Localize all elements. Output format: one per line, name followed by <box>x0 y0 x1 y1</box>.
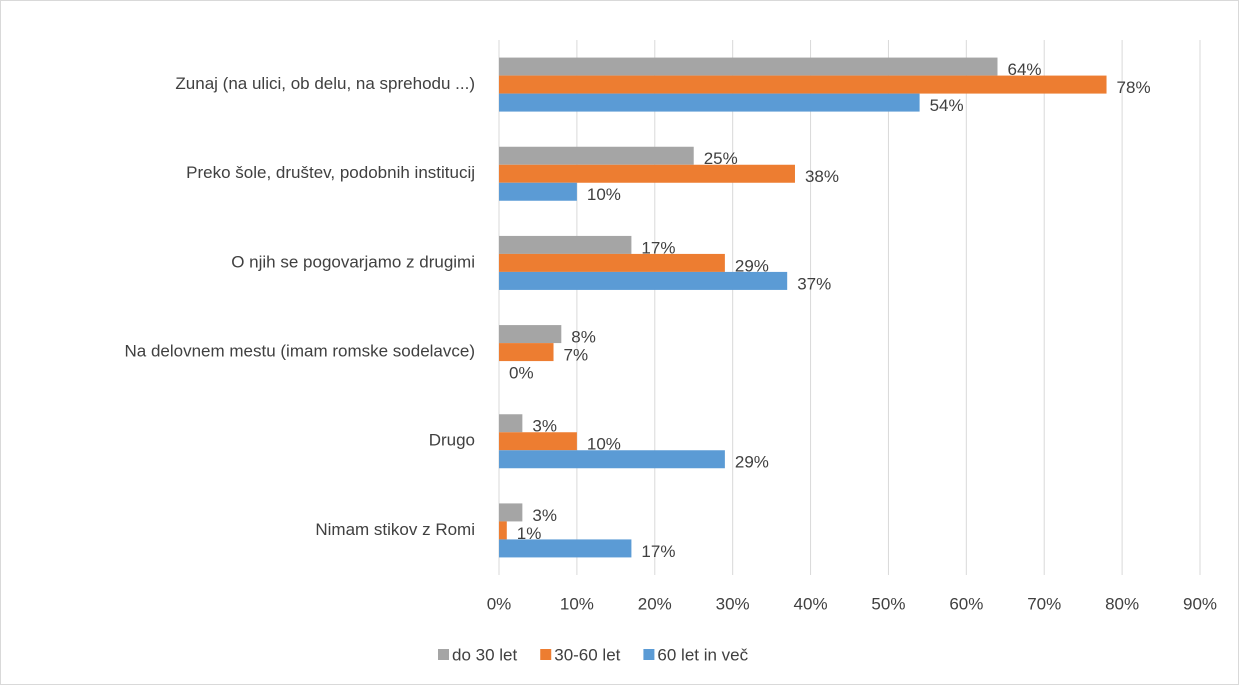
value-label: 8% <box>571 328 596 347</box>
legend-label: 60 let in več <box>657 645 748 664</box>
value-label: 29% <box>735 256 769 275</box>
x-tick-label: 60% <box>949 594 983 613</box>
bar <box>499 75 1107 94</box>
bar <box>499 146 694 165</box>
value-label: 29% <box>735 453 769 472</box>
bar <box>499 93 920 112</box>
bar <box>499 57 998 76</box>
x-tick-label: 30% <box>716 594 750 613</box>
value-label: 25% <box>704 149 738 168</box>
value-label: 64% <box>1007 60 1041 79</box>
y-tick-label: Zunaj (na ulici, ob delu, na sprehodu ..… <box>175 74 475 93</box>
value-label: 78% <box>1117 78 1151 97</box>
x-tick-label: 80% <box>1105 594 1139 613</box>
value-label: 7% <box>564 346 589 365</box>
bar <box>499 182 577 201</box>
value-label: 54% <box>930 96 964 115</box>
y-tick-label: O njih se pogovarjamo z drugimi <box>231 252 475 271</box>
y-tick-label: Drugo <box>429 431 475 450</box>
x-tick-label: 10% <box>560 594 594 613</box>
y-tick-label: Nimam stikov z Romi <box>315 520 475 539</box>
x-tick-label: 50% <box>871 594 905 613</box>
bar <box>499 414 523 433</box>
value-label: 10% <box>587 185 621 204</box>
x-tick-label: 90% <box>1183 594 1217 613</box>
bar <box>499 325 562 344</box>
y-tick-label: Preko šole, društev, podobnih institucij <box>186 163 475 182</box>
value-label: 0% <box>509 364 534 383</box>
bar <box>499 253 725 272</box>
bar <box>499 450 725 469</box>
value-label: 3% <box>532 506 557 525</box>
value-label: 37% <box>797 274 831 293</box>
value-label: 10% <box>587 435 621 454</box>
bar <box>499 521 507 540</box>
bar <box>499 235 632 254</box>
bar <box>499 343 554 362</box>
legend-swatch <box>438 649 449 660</box>
bar <box>499 271 788 290</box>
bar <box>499 432 577 451</box>
x-tick-label: 20% <box>638 594 672 613</box>
legend-swatch <box>540 649 552 660</box>
bar <box>499 539 632 558</box>
value-label: 17% <box>641 238 675 257</box>
x-tick-label: 0% <box>487 594 512 613</box>
value-label: 3% <box>532 417 557 436</box>
bar <box>499 503 523 522</box>
x-tick-label: 40% <box>794 594 828 613</box>
value-label: 1% <box>517 524 542 543</box>
value-label: 17% <box>641 542 675 561</box>
bar <box>499 164 795 183</box>
value-label: 38% <box>805 167 839 186</box>
y-tick-label: Na delovnem mestu (imam romske sodelavce… <box>124 342 475 361</box>
legend-label: do 30 let <box>452 645 517 664</box>
legend-swatch <box>643 649 655 660</box>
x-tick-label: 70% <box>1027 594 1061 613</box>
legend-label: 30-60 let <box>554 645 620 664</box>
